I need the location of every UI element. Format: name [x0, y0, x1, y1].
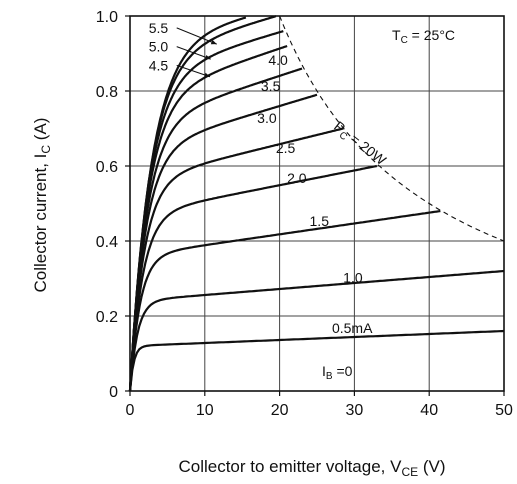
- curve-ib-10: [128, 16, 247, 392]
- arrow-head: [204, 55, 211, 60]
- curve-label: 1.0: [343, 269, 363, 285]
- temperature-condition: TC = 25°C: [392, 27, 455, 46]
- y-tick-label: 0: [109, 384, 118, 401]
- curve-label: 4.5: [149, 57, 169, 73]
- y-axis-label: Collector current, IC (A): [31, 118, 53, 293]
- curve-label: 2.0: [287, 170, 307, 186]
- x-axis-label: Collector to emitter voltage, VCE (V): [178, 457, 445, 479]
- y-tick-label: 0.4: [96, 234, 118, 251]
- curve-label: 0.5mA: [332, 320, 373, 336]
- curve-ib-7: [128, 44, 288, 392]
- curve-label: 4.0: [268, 52, 288, 68]
- plot-border: [129, 15, 505, 392]
- x-tick-label: 0: [126, 402, 135, 419]
- y-tick-label: 0.6: [96, 159, 118, 176]
- curve-ib-1: [128, 269, 505, 392]
- power-limit-label: PC = 20W: [329, 118, 390, 171]
- x-tick-label: 10: [196, 402, 214, 419]
- label-leader: [176, 64, 211, 78]
- power-dissipation-boundary: [279, 15, 505, 242]
- x-tick-label: 40: [420, 402, 438, 419]
- curve-ib-6: [128, 67, 303, 392]
- curves: [128, 15, 505, 392]
- curve-label: 3.0: [257, 110, 277, 126]
- x-tick-label: 20: [271, 402, 289, 419]
- x-tick-label: 30: [346, 402, 364, 419]
- curve-label: 5.5: [149, 20, 169, 36]
- curve-ib-2: [128, 209, 441, 392]
- y-tick-label: 0.8: [96, 84, 118, 101]
- curve-label: 5.0: [149, 39, 169, 55]
- curve-ib-4: [128, 127, 344, 392]
- power-limit-curve: [279, 15, 505, 242]
- grid: [130, 16, 504, 391]
- curve-label: 1.5: [310, 213, 330, 229]
- y-tick-label: 1.0: [96, 9, 118, 26]
- curve-ib-0: [128, 329, 505, 392]
- ib-zero-label: IB =0: [322, 363, 353, 382]
- arrow-head: [210, 39, 217, 45]
- labels: 0.5mA 1.0 1.5 2.0 2.5 3.0 3.5 4.0 5.5 5.0 4.5: [149, 20, 373, 336]
- plot-frame: [125, 15, 505, 396]
- label-leader: [176, 46, 211, 60]
- label-leader: [176, 27, 217, 45]
- tick-labels: 0 10 20 30 40 50 0 0.2 0.4 0.6 0.8 1.0: [96, 9, 513, 419]
- curve-ib-5: [128, 93, 318, 392]
- arrow-head: [204, 72, 210, 78]
- curve-ib-3: [128, 164, 378, 392]
- curve-label: 2.5: [276, 140, 296, 156]
- curve-label: 3.5: [261, 78, 281, 94]
- y-tick-label: 0.2: [96, 309, 118, 326]
- x-tick-label: 50: [495, 402, 513, 419]
